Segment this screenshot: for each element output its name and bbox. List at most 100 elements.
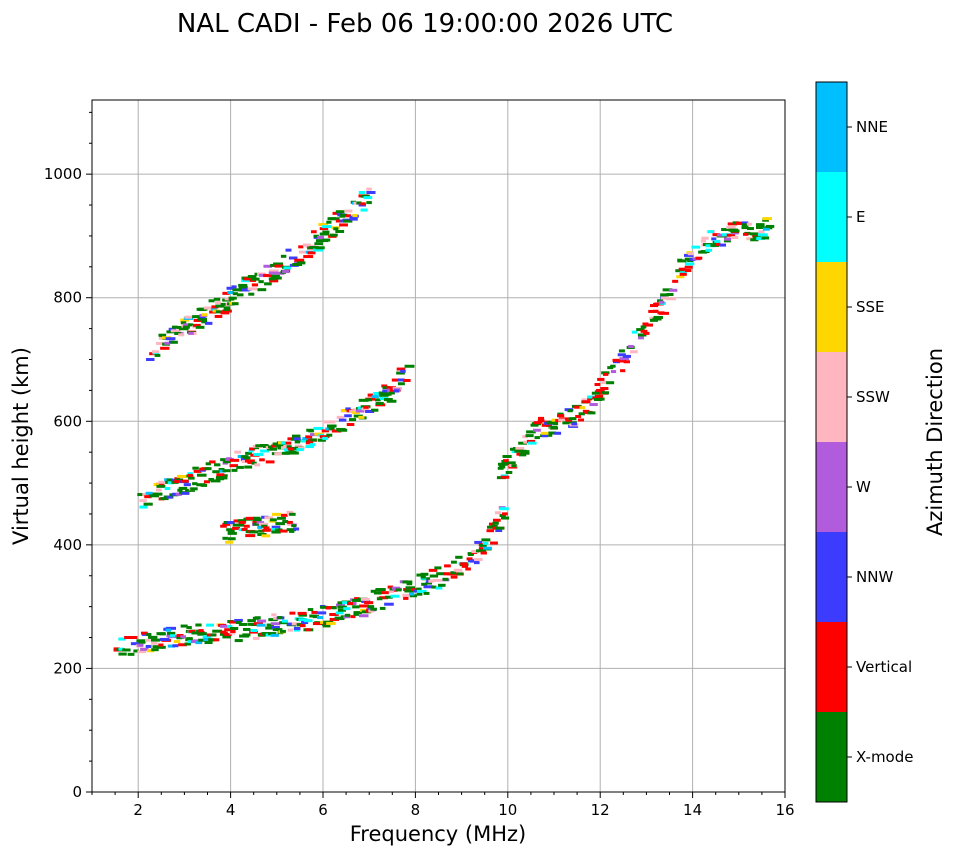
- echo-mark: [285, 441, 292, 445]
- echo-mark: [184, 315, 193, 319]
- echo-mark: [154, 353, 161, 357]
- echo-mark: [309, 443, 316, 447]
- echo-mark: [750, 238, 759, 242]
- echo-mark: [379, 596, 389, 600]
- echo-mark: [177, 488, 183, 492]
- echo-mark: [243, 456, 251, 460]
- echo-mark: [724, 237, 732, 241]
- echo-mark: [652, 309, 659, 313]
- echo-mark: [145, 638, 151, 642]
- echo-mark: [293, 626, 301, 630]
- echo-mark: [183, 323, 191, 327]
- echo-mark: [146, 649, 155, 653]
- echo-mark: [229, 464, 238, 468]
- echo-mark: [352, 605, 360, 609]
- echo-mark: [719, 243, 727, 247]
- echo-mark: [532, 428, 541, 432]
- echo-mark: [594, 397, 603, 401]
- echo-mark: [356, 201, 362, 205]
- echo-mark: [272, 628, 283, 632]
- echo-mark: [173, 640, 181, 644]
- echo-mark: [479, 543, 487, 547]
- echo-mark: [501, 516, 510, 520]
- echo-mark: [741, 223, 749, 227]
- echo-mark: [428, 579, 434, 583]
- x-tick-label: 4: [226, 801, 236, 819]
- echo-mark: [287, 522, 295, 526]
- echo-mark: [762, 217, 772, 221]
- echo-mark: [409, 592, 415, 596]
- echo-mark: [568, 417, 577, 421]
- echo-mark: [265, 626, 274, 630]
- grid-lines: [92, 100, 785, 792]
- colorbar-tick-label: SSW: [856, 388, 890, 406]
- echo-mark: [264, 516, 274, 520]
- echo-mark: [758, 230, 765, 234]
- echo-mark: [383, 398, 393, 402]
- echo-mark: [174, 479, 182, 483]
- echo-mark: [374, 398, 381, 402]
- echo-mark: [220, 311, 230, 315]
- echo-mark: [230, 626, 239, 630]
- echo-mark: [259, 458, 265, 462]
- echo-mark: [360, 202, 366, 206]
- echo-mark: [256, 619, 267, 623]
- y-tick-label: 800: [53, 289, 82, 307]
- echo-mark: [344, 414, 352, 418]
- colorbar-tick-label: NNE: [856, 118, 888, 136]
- echo-mark: [278, 441, 284, 445]
- echo-mark: [250, 629, 258, 633]
- echo-mark: [166, 330, 175, 334]
- echo-mark: [386, 386, 396, 390]
- echo-mark: [555, 419, 562, 423]
- echo-mark: [190, 487, 198, 491]
- echo-mark: [629, 350, 638, 354]
- echo-mark: [298, 245, 304, 249]
- echo-mark: [726, 233, 736, 237]
- echo-mark: [178, 333, 185, 337]
- echo-mark: [737, 221, 745, 225]
- echo-mark: [204, 641, 213, 645]
- echo-mark: [249, 447, 256, 451]
- echo-mark: [364, 601, 374, 605]
- colorbar: X-mode Vertical NNW W SSW SSE E NNE: [815, 81, 913, 803]
- echo-mark: [309, 246, 319, 250]
- echo-mark: [195, 641, 203, 645]
- echo-mark: [438, 583, 446, 587]
- echo-mark: [525, 434, 534, 438]
- echo-mark: [208, 299, 215, 303]
- echo-mark: [168, 327, 177, 331]
- echo-mark: [158, 480, 168, 484]
- echo-mark: [186, 626, 192, 630]
- echo-mark: [165, 337, 176, 341]
- echo-mark: [322, 436, 329, 440]
- echo-mark: [270, 527, 279, 531]
- echo-mark: [577, 418, 585, 422]
- echo-mark: [714, 239, 721, 243]
- echo-mark: [353, 611, 362, 615]
- echo-mark: [404, 364, 415, 368]
- echo-mark: [166, 478, 172, 482]
- echo-mark: [254, 463, 261, 467]
- echo-mark: [679, 271, 687, 275]
- echo-mark: [146, 358, 155, 362]
- echo-mark: [148, 635, 158, 639]
- echo-mark: [289, 611, 296, 615]
- echo-mark: [602, 372, 609, 376]
- echo-mark: [456, 572, 463, 576]
- echo-mark: [587, 395, 596, 399]
- echo-mark: [160, 346, 170, 350]
- echo-mark: [648, 309, 657, 313]
- echo-mark: [684, 265, 693, 269]
- echo-mark: [335, 210, 345, 214]
- echo-mark: [298, 613, 307, 617]
- echo-mark: [618, 349, 625, 353]
- echo-mark: [331, 606, 337, 610]
- echo-mark: [597, 377, 605, 381]
- echo-mark: [259, 273, 266, 277]
- echo-mark: [256, 521, 265, 525]
- echo-mark: [271, 444, 278, 448]
- echo-mark: [373, 591, 382, 595]
- echo-mark: [252, 522, 260, 526]
